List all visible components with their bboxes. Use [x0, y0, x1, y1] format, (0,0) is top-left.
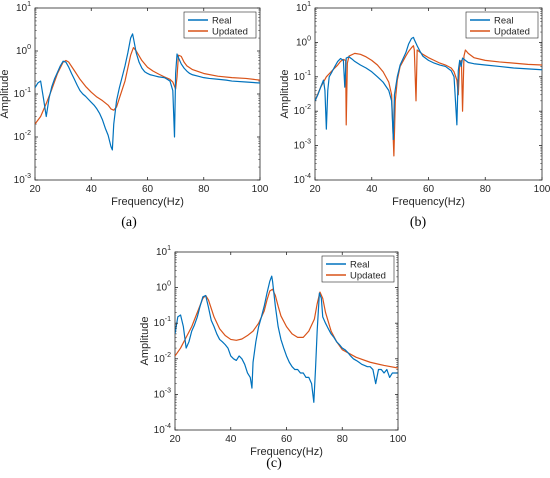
- chart-panel-1: 20 40 60 80 100 10-3 10-2 10-1 100 101 Frequency(H…: [0, 1, 269, 208]
- x-tick-label: 40: [225, 434, 237, 445]
- series-line-updated: [315, 45, 542, 157]
- series-line-real: [35, 33, 260, 151]
- x-tick-label: 80: [337, 434, 349, 445]
- x-axis-label: Frequency(Hz): [111, 196, 184, 208]
- y-tick-label: 10-1: [294, 70, 311, 83]
- y-axis-label: Amplitude: [279, 70, 291, 119]
- y-axis-label: Amplitude: [0, 70, 11, 119]
- series-line-real: [315, 36, 542, 141]
- x-tick-label: 60: [281, 434, 293, 445]
- y-tick-label: 100: [156, 281, 171, 294]
- y-tick-label: 10-2: [294, 104, 311, 117]
- legend-label-updated: Updated: [494, 27, 530, 38]
- chart-panel-2: 20 40 60 80 100 10-4 10-3 10-2 10-1 100 101 Frequen…: [279, 1, 550, 208]
- x-tick-label: 80: [480, 184, 492, 195]
- legend-label-updated: Updated: [212, 27, 248, 38]
- series-line-updated: [175, 288, 398, 369]
- x-axis-label: Frequency(Hz): [392, 196, 465, 208]
- x-tick-label: 100: [390, 434, 407, 445]
- legend-label-updated: Updated: [350, 271, 386, 282]
- series-line-updated: [35, 46, 260, 125]
- x-tick-label: 100: [252, 184, 269, 195]
- series-line-real: [175, 275, 398, 403]
- y-axis-label: Amplitude: [139, 317, 151, 366]
- y-tick-label: 10-3: [14, 173, 31, 186]
- x-tick-label: 20: [169, 434, 181, 445]
- y-tick-label: 101: [156, 245, 171, 258]
- x-tick-label: 100: [534, 184, 550, 195]
- x-tick-label: 80: [198, 184, 210, 195]
- y-tick-label: 10-4: [294, 173, 311, 186]
- legend-label-real: Real: [350, 260, 370, 271]
- y-tick-label: 10-2: [14, 130, 31, 143]
- panel-label-a: (a): [121, 215, 137, 230]
- y-tick-label: 101: [296, 1, 311, 14]
- y-tick-label: 10-1: [14, 87, 31, 100]
- legend-label-real: Real: [494, 16, 514, 27]
- x-tick-label: 40: [86, 184, 98, 195]
- y-tick-label: 100: [16, 44, 31, 57]
- y-tick-label: 10-3: [294, 139, 311, 152]
- legend-box: [321, 255, 395, 283]
- legend-box: [183, 11, 257, 39]
- y-tick-label: 10-3: [154, 387, 171, 400]
- panel-label-b: (b): [409, 215, 427, 230]
- y-tick-label: 100: [296, 35, 311, 48]
- y-tick-label: 10-2: [154, 352, 171, 365]
- y-tick-label: 10-1: [154, 316, 171, 329]
- panel-label-c: (c): [266, 456, 282, 471]
- x-tick-label: 20: [29, 184, 41, 195]
- x-axis-label: Frequency(Hz): [250, 446, 323, 458]
- x-tick-label: 60: [142, 184, 154, 195]
- y-tick-label: 101: [16, 1, 31, 14]
- x-tick-label: 40: [366, 184, 378, 195]
- chart-panel-3: 20 40 60 80 100 10-4 10-3 10-2 10-1 100 101 Frequen…: [139, 245, 407, 458]
- x-tick-label: 20: [309, 184, 321, 195]
- y-tick-label: 10-4: [154, 423, 171, 436]
- x-tick-label: 60: [423, 184, 435, 195]
- legend-box: [465, 11, 539, 39]
- legend-label-real: Real: [212, 16, 232, 27]
